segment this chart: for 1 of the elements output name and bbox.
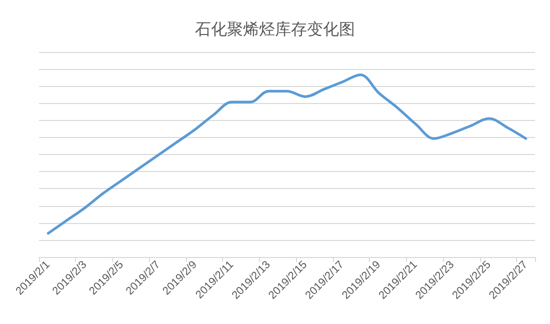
chart-title: 石化聚烯烃库存变化图 [195, 20, 355, 38]
